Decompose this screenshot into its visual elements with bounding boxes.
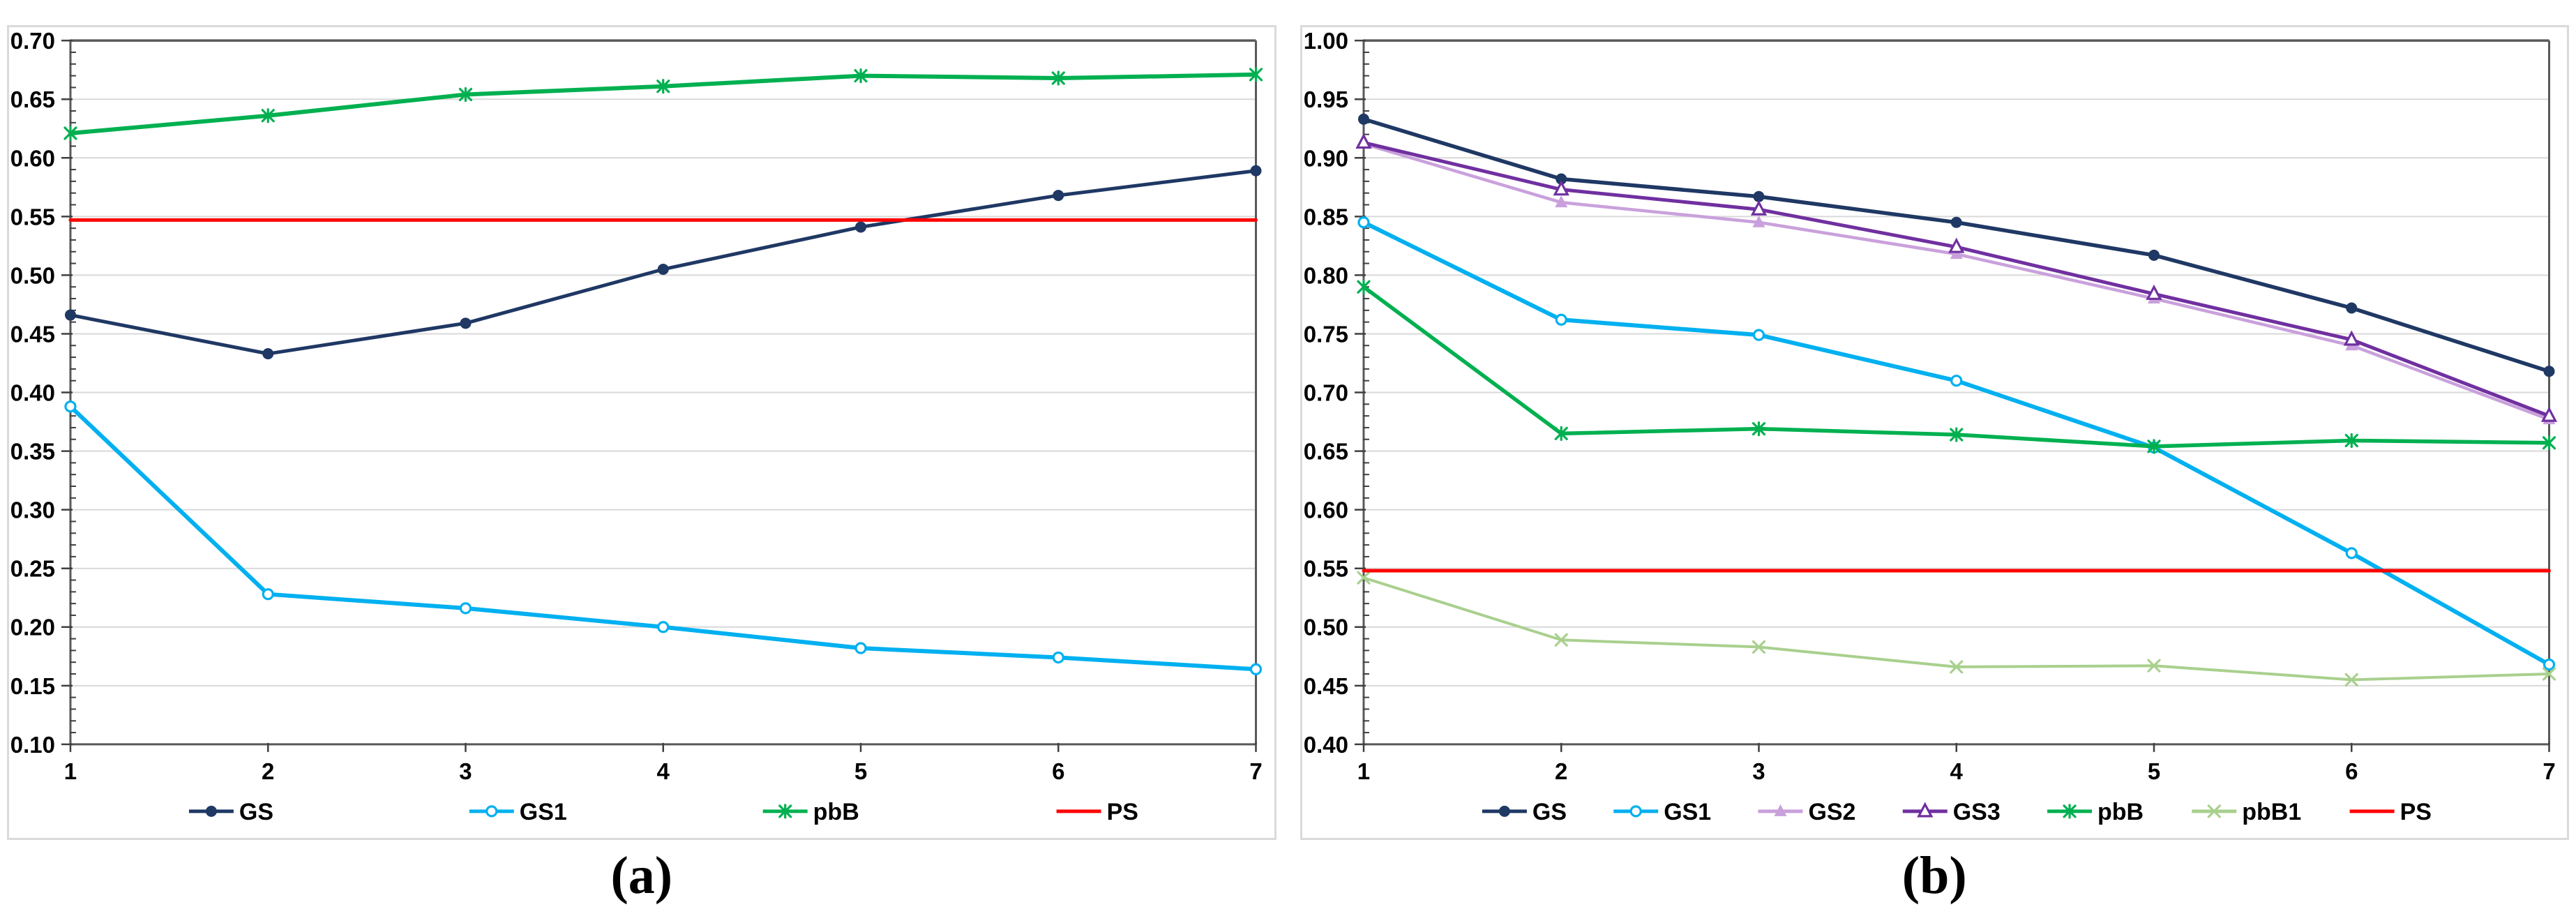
svg-text:0.70: 0.70 (1303, 380, 1348, 406)
svg-text:3: 3 (459, 758, 472, 784)
line-chart-b: 0.40 0.45 0.50 0.55 0.60 0.65 0.70 0.75 0.80 0.85… (1303, 28, 2557, 825)
svg-text:0.70: 0.70 (10, 28, 55, 54)
svg-text:7: 7 (1249, 758, 1262, 784)
figure-row: 0.10 0.15 0.20 0.25 0.30 0.35 0.40 0.45 0.50 0.55… (7, 25, 2569, 840)
svg-text:1: 1 (1357, 758, 1369, 784)
x-axis-ticks-labels: 1 2 3 4 5 6 7 (64, 742, 1263, 784)
caption-b: (b) (1901, 846, 1967, 905)
svg-text:0.60: 0.60 (10, 145, 55, 171)
y-axis-ticks (1354, 39, 1369, 746)
series-pbB (1356, 279, 2556, 454)
svg-text:0.35: 0.35 (10, 439, 55, 465)
svg-text:0.75: 0.75 (1303, 321, 1348, 347)
legend-label-pbB: pbB (813, 799, 859, 825)
legend-item-GS1: GS1 (1613, 799, 1711, 825)
svg-text:0.15: 0.15 (10, 673, 55, 699)
y-gridlines (70, 98, 1256, 686)
y-gridlines (1363, 98, 2549, 686)
svg-text:5: 5 (2147, 758, 2160, 784)
svg-text:1: 1 (64, 758, 77, 784)
svg-text:0.95: 0.95 (1303, 87, 1348, 112)
svg-text:6: 6 (1052, 758, 1064, 784)
legend-label-GS: GS (1532, 799, 1566, 825)
series-GS1 (64, 400, 1263, 675)
legend-label-GS: GS (239, 799, 273, 825)
svg-text:0.85: 0.85 (1303, 204, 1348, 230)
legend-label-pbB: pbB (2097, 799, 2144, 825)
caption-a: (a) (610, 846, 673, 905)
series-pbB (63, 67, 1263, 141)
legend-label-GS3: GS3 (1952, 799, 2000, 825)
series-GS3 (1355, 133, 2557, 422)
svg-text:0.45: 0.45 (1303, 673, 1348, 699)
line-chart-a: 0.10 0.15 0.20 0.25 0.30 0.35 0.40 0.45 0.50 0.55… (10, 28, 1263, 825)
svg-text:0.50: 0.50 (1303, 615, 1348, 640)
svg-text:0.65: 0.65 (1303, 439, 1348, 465)
legend-item-GS1: GS1 (469, 799, 567, 825)
series-GS (1357, 113, 2555, 377)
svg-text:0.40: 0.40 (10, 380, 55, 406)
y-axis-labels: 0.40 0.45 0.50 0.55 0.60 0.65 0.70 0.75 0.80 0.85… (1303, 28, 1348, 758)
svg-text:1.00: 1.00 (1303, 28, 1348, 54)
x-axis-ticks-labels: 1 2 3 4 5 6 7 (1357, 742, 2555, 784)
legend-label-PS: PS (1107, 799, 1138, 825)
svg-text:0.55: 0.55 (1303, 556, 1348, 582)
svg-text:3: 3 (1752, 758, 1765, 784)
series-pbB1 (1356, 571, 2556, 687)
svg-text:4: 4 (657, 758, 670, 784)
svg-text:0.60: 0.60 (1303, 497, 1348, 523)
legend-item-PS: PS (1056, 799, 1138, 825)
svg-text:5: 5 (854, 758, 867, 784)
svg-text:0.45: 0.45 (10, 321, 55, 347)
legend-item-PS: PS (2349, 799, 2431, 825)
legend-item-GS3: GS3 (1902, 799, 2000, 825)
legend: GS GS1 pbB PS (188, 799, 1138, 825)
svg-text:0.55: 0.55 (10, 204, 55, 230)
svg-text:7: 7 (2543, 758, 2555, 784)
legend-label-pbB1: pbB1 (2242, 799, 2301, 825)
svg-text:2: 2 (1555, 758, 1567, 784)
svg-text:0.10: 0.10 (10, 732, 55, 758)
series-GS (64, 165, 1262, 360)
chart-panel-b: 0.40 0.45 0.50 0.55 0.60 0.65 0.70 0.75 0.80 0.85… (1300, 25, 2569, 840)
chart-panel-a: 0.10 0.15 0.20 0.25 0.30 0.35 0.40 0.45 0.50 0.55… (7, 25, 1276, 840)
svg-text:0.25: 0.25 (10, 556, 55, 582)
svg-text:6: 6 (2345, 758, 2358, 784)
svg-text:0.30: 0.30 (10, 497, 55, 523)
legend-item-GS: GS (1482, 799, 1567, 825)
legend-label-GS1: GS1 (520, 799, 567, 825)
svg-text:0.50: 0.50 (10, 262, 55, 288)
legend-item-pbB1: pbB1 (2191, 799, 2301, 825)
legend-label-GS1: GS1 (1664, 799, 1711, 825)
legend-label-GS2: GS2 (1808, 799, 1855, 825)
legend-label-PS: PS (2400, 799, 2431, 825)
svg-text:0.80: 0.80 (1303, 262, 1348, 288)
svg-text:0.20: 0.20 (10, 615, 55, 640)
legend-item-GS2: GS2 (1757, 799, 1855, 825)
legend: GS GS1 GS2 GS3 pbB pbB1 PS (1482, 799, 2431, 825)
series-GS1 (1357, 216, 2555, 671)
legend-item-GS: GS (188, 799, 273, 825)
legend-item-pbB: pbB (2047, 799, 2144, 825)
legend-item-pbB: pbB (762, 799, 859, 825)
y-axis-labels: 0.10 0.15 0.20 0.25 0.30 0.35 0.40 0.45 0.50 0.55… (10, 28, 55, 758)
captions-row: (a) (b) (0, 840, 2576, 906)
svg-text:4: 4 (1950, 758, 1963, 784)
y-axis-ticks (61, 39, 76, 746)
svg-text:0.40: 0.40 (1303, 732, 1348, 758)
svg-text:0.90: 0.90 (1303, 145, 1348, 171)
svg-text:2: 2 (262, 758, 274, 784)
svg-text:0.65: 0.65 (10, 87, 55, 112)
